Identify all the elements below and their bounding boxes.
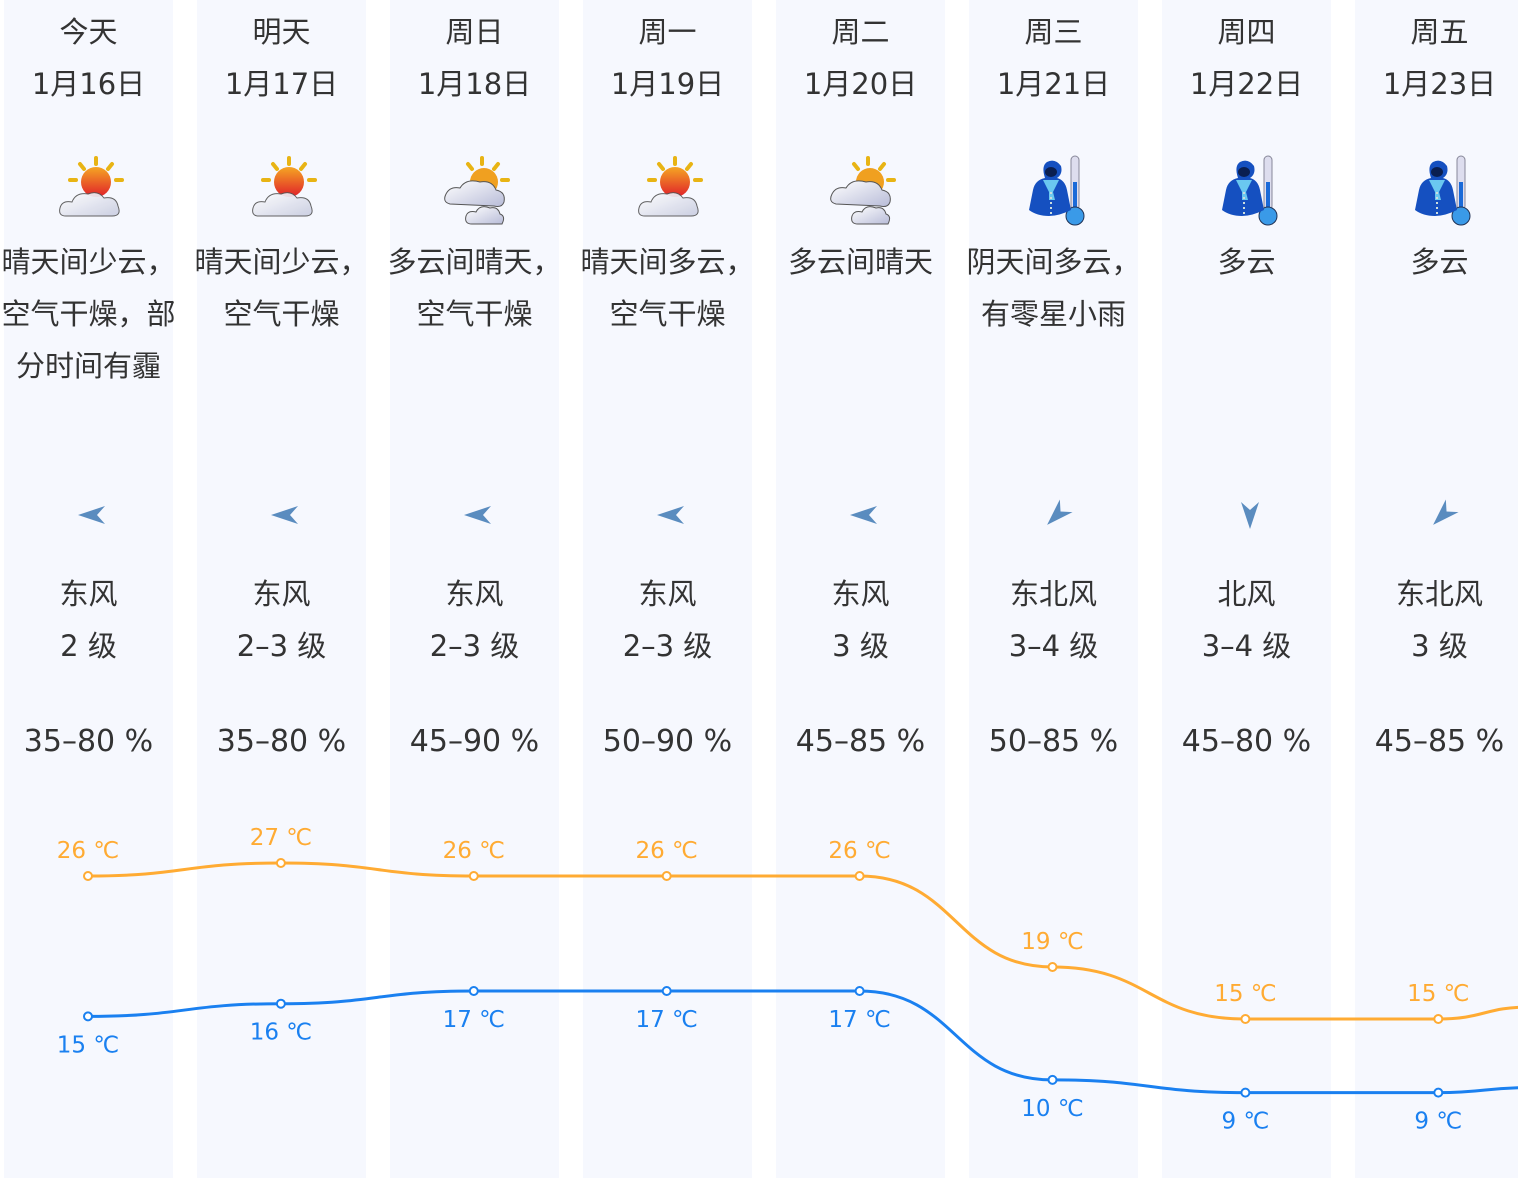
wind-direction-arrow-icon bbox=[68, 491, 116, 539]
sun-behind-cloud-icon bbox=[633, 152, 709, 228]
humidity: 35–80 % bbox=[23, 724, 154, 759]
date-label: 1月22日 bbox=[1189, 67, 1304, 101]
humidity: 45–90 % bbox=[409, 724, 540, 759]
day-column: 明天 1月17日 晴天间少云，空气干燥 东风 2–3 级 35–80 % bbox=[194, 0, 369, 1178]
weather-description: 多云间晴天 bbox=[787, 245, 933, 279]
wind-direction-arrow-icon bbox=[1226, 491, 1274, 539]
wind-direction: 东北风 bbox=[1009, 577, 1097, 611]
weather-description: 多云间晴天，空气干燥 bbox=[387, 245, 562, 331]
weekday-label: 周一 bbox=[638, 15, 697, 49]
humidity: 45–85 % bbox=[1374, 724, 1505, 759]
wind-direction-arrow-icon bbox=[454, 491, 502, 539]
cloudy-with-sun-icon bbox=[826, 152, 902, 228]
wind-direction-arrow-icon bbox=[647, 491, 695, 539]
wind-level: 2–3 级 bbox=[622, 629, 713, 663]
wind-direction-arrow-icon bbox=[1419, 491, 1467, 539]
humidity: 50–90 % bbox=[602, 724, 733, 759]
date-label: 1月18日 bbox=[417, 67, 532, 101]
date-label: 1月23日 bbox=[1382, 67, 1497, 101]
date-label: 1月21日 bbox=[996, 67, 1111, 101]
weekday-label: 周五 bbox=[1410, 15, 1469, 49]
wind-direction: 东北风 bbox=[1395, 577, 1483, 611]
day-column: 周二 1月20日 多云间晴天 东风 3 级 45–85 % bbox=[776, 0, 945, 1178]
humidity: 45–80 % bbox=[1181, 724, 1312, 759]
wind-direction: 东风 bbox=[831, 577, 890, 611]
wind-direction-arrow-icon bbox=[840, 491, 888, 539]
sun-behind-cloud-icon bbox=[54, 152, 130, 228]
cold-coat-thermometer-icon bbox=[1212, 152, 1288, 228]
weekday-label: 周四 bbox=[1217, 15, 1276, 49]
wind-level: 2 级 bbox=[60, 629, 117, 663]
weekday-label: 周三 bbox=[1024, 15, 1083, 49]
weekday-label: 周二 bbox=[831, 15, 890, 49]
wind-level: 3 级 bbox=[1411, 629, 1468, 663]
weekday-label: 周日 bbox=[445, 15, 504, 49]
day-column: 周四 1月22日 多云 北风 3–4 级 45–80 % bbox=[1162, 0, 1331, 1178]
day-column: 周五 1月23日 多云 东北风 3 级 45–85 % bbox=[1355, 0, 1518, 1178]
day-column: 周三 1月21日 阴天间多云，有零星小雨 东北风 3–4 级 50–85 % bbox=[966, 0, 1141, 1178]
weekday-label: 今天 bbox=[59, 15, 118, 49]
cold-coat-thermometer-icon bbox=[1405, 152, 1481, 228]
wind-level: 2–3 级 bbox=[429, 629, 520, 663]
wind-direction-arrow-icon bbox=[1033, 491, 1081, 539]
wind-level: 3–4 级 bbox=[1008, 629, 1099, 663]
weather-description: 晴天间少云，空气干燥，部分时间有霾 bbox=[1, 245, 176, 383]
wind-direction: 东风 bbox=[59, 577, 118, 611]
wind-level: 3 级 bbox=[832, 629, 889, 663]
wind-direction: 东风 bbox=[638, 577, 697, 611]
weather-description: 阴天间多云，有零星小雨 bbox=[966, 245, 1141, 331]
wind-level: 2–3 级 bbox=[236, 629, 327, 663]
wind-direction-arrow-icon bbox=[261, 491, 309, 539]
date-label: 1月16日 bbox=[31, 67, 146, 101]
weather-description: 晴天间少云，空气干燥 bbox=[194, 245, 369, 331]
wind-direction: 东风 bbox=[252, 577, 311, 611]
humidity: 45–85 % bbox=[795, 724, 926, 759]
day-column: 周一 1月19日 晴天间多云，空气干燥 东风 2–3 级 50–90 % bbox=[580, 0, 755, 1178]
day-column: 今天 1月16日 晴天间少云，空气干燥，部分时间有霾 东风 2 级 35–80 … bbox=[1, 0, 176, 1178]
cloudy-with-sun-icon bbox=[440, 152, 516, 228]
sun-behind-cloud-icon bbox=[247, 152, 323, 228]
weather-description: 晴天间多云，空气干燥 bbox=[580, 245, 755, 331]
day-column: 周日 1月18日 多云间晴天，空气干燥 东风 2–3 级 45–90 % bbox=[387, 0, 562, 1178]
cold-coat-thermometer-icon bbox=[1019, 152, 1095, 228]
date-label: 1月19日 bbox=[610, 67, 725, 101]
weather-description: 多云 bbox=[1217, 245, 1276, 279]
humidity: 50–85 % bbox=[988, 724, 1119, 759]
wind-level: 3–4 级 bbox=[1201, 629, 1292, 663]
humidity: 35–80 % bbox=[216, 724, 347, 759]
date-label: 1月17日 bbox=[224, 67, 339, 101]
date-label: 1月20日 bbox=[803, 67, 918, 101]
wind-direction: 东风 bbox=[445, 577, 504, 611]
wind-direction: 北风 bbox=[1217, 577, 1276, 611]
weekday-label: 明天 bbox=[252, 15, 311, 49]
weather-description: 多云 bbox=[1410, 245, 1469, 279]
